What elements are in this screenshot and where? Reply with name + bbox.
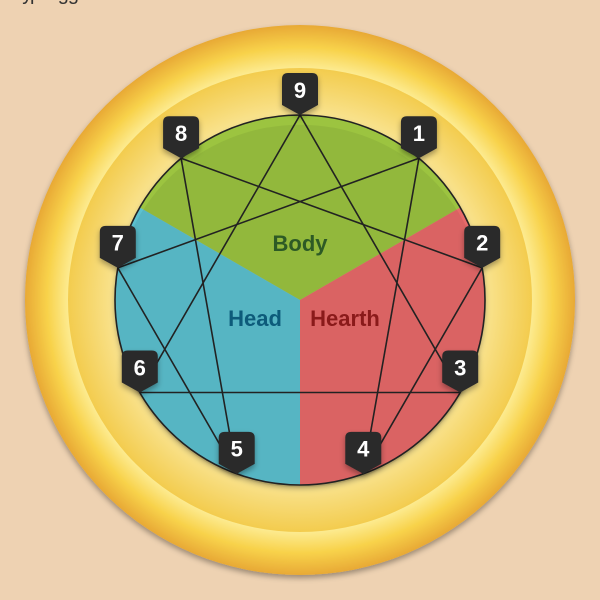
marker-3-number: 3	[454, 355, 466, 380]
outer-label-9: Peacemaker	[0, 0, 113, 5]
marker-2-number: 2	[476, 231, 488, 256]
center-label-head: Head	[228, 306, 282, 331]
marker-7-number: 7	[112, 231, 124, 256]
marker-1-number: 1	[413, 121, 425, 146]
marker-6-number: 6	[134, 355, 146, 380]
center-label-body: Body	[273, 231, 329, 256]
outer-labels: ReformerHelperAchieverIndividualistInves…	[0, 0, 113, 5]
center-label-hearth: Hearth	[310, 306, 380, 331]
marker-9-number: 9	[294, 78, 306, 103]
marker-4-number: 4	[357, 437, 370, 462]
marker-5-number: 5	[231, 437, 243, 462]
marker-8-number: 8	[175, 121, 187, 146]
